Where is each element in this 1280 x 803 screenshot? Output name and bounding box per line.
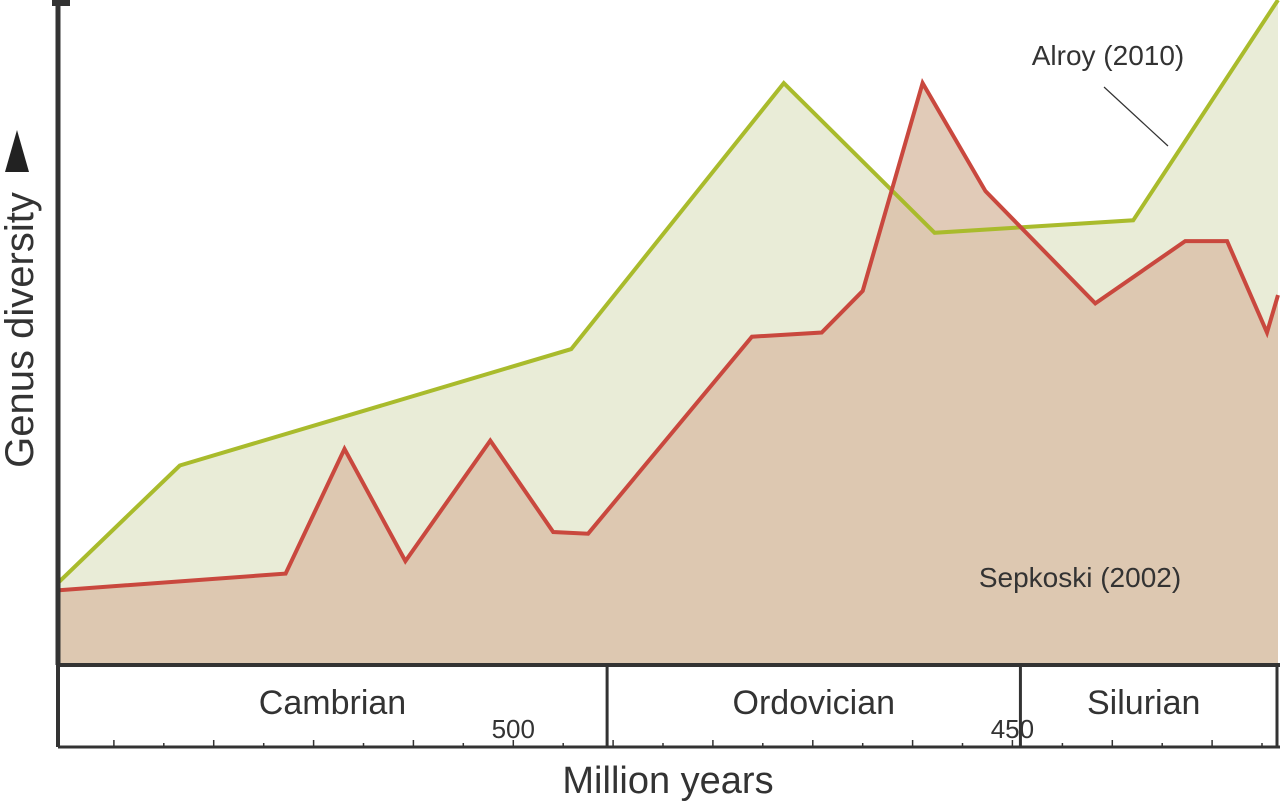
annotations: Alroy (2010) Sepkoski (2002) [979,40,1184,593]
axes [52,0,1280,667]
y-axis-label: Genus diversity [0,192,42,468]
period-label-silurian: Silurian [1087,684,1200,722]
x-axis-ticks: 500 450 [113,714,1263,747]
axis-labels: Genus diversity Million years [0,130,774,802]
period-label-cambrian: Cambrian [259,684,406,722]
annotation-alroy: Alroy (2010) [1032,40,1185,71]
y-axis-arrow [5,130,29,172]
period-label-ordovician: Ordovician [733,684,896,722]
series-line-alroy-2010 [57,0,1280,584]
alroy-pointer-line [1103,86,1169,147]
annotation-sepkoski: Sepkoski (2002) [979,562,1181,593]
period-bar: Cambrian Ordovician Silurian [56,665,1280,749]
x-axis-label: Million years [562,760,773,802]
x-tick-label-500: 500 [492,714,535,744]
x-tick-label-450: 450 [991,714,1034,744]
series-lines [57,0,1280,593]
series-line-sepkoski-2002 [58,78,1280,593]
